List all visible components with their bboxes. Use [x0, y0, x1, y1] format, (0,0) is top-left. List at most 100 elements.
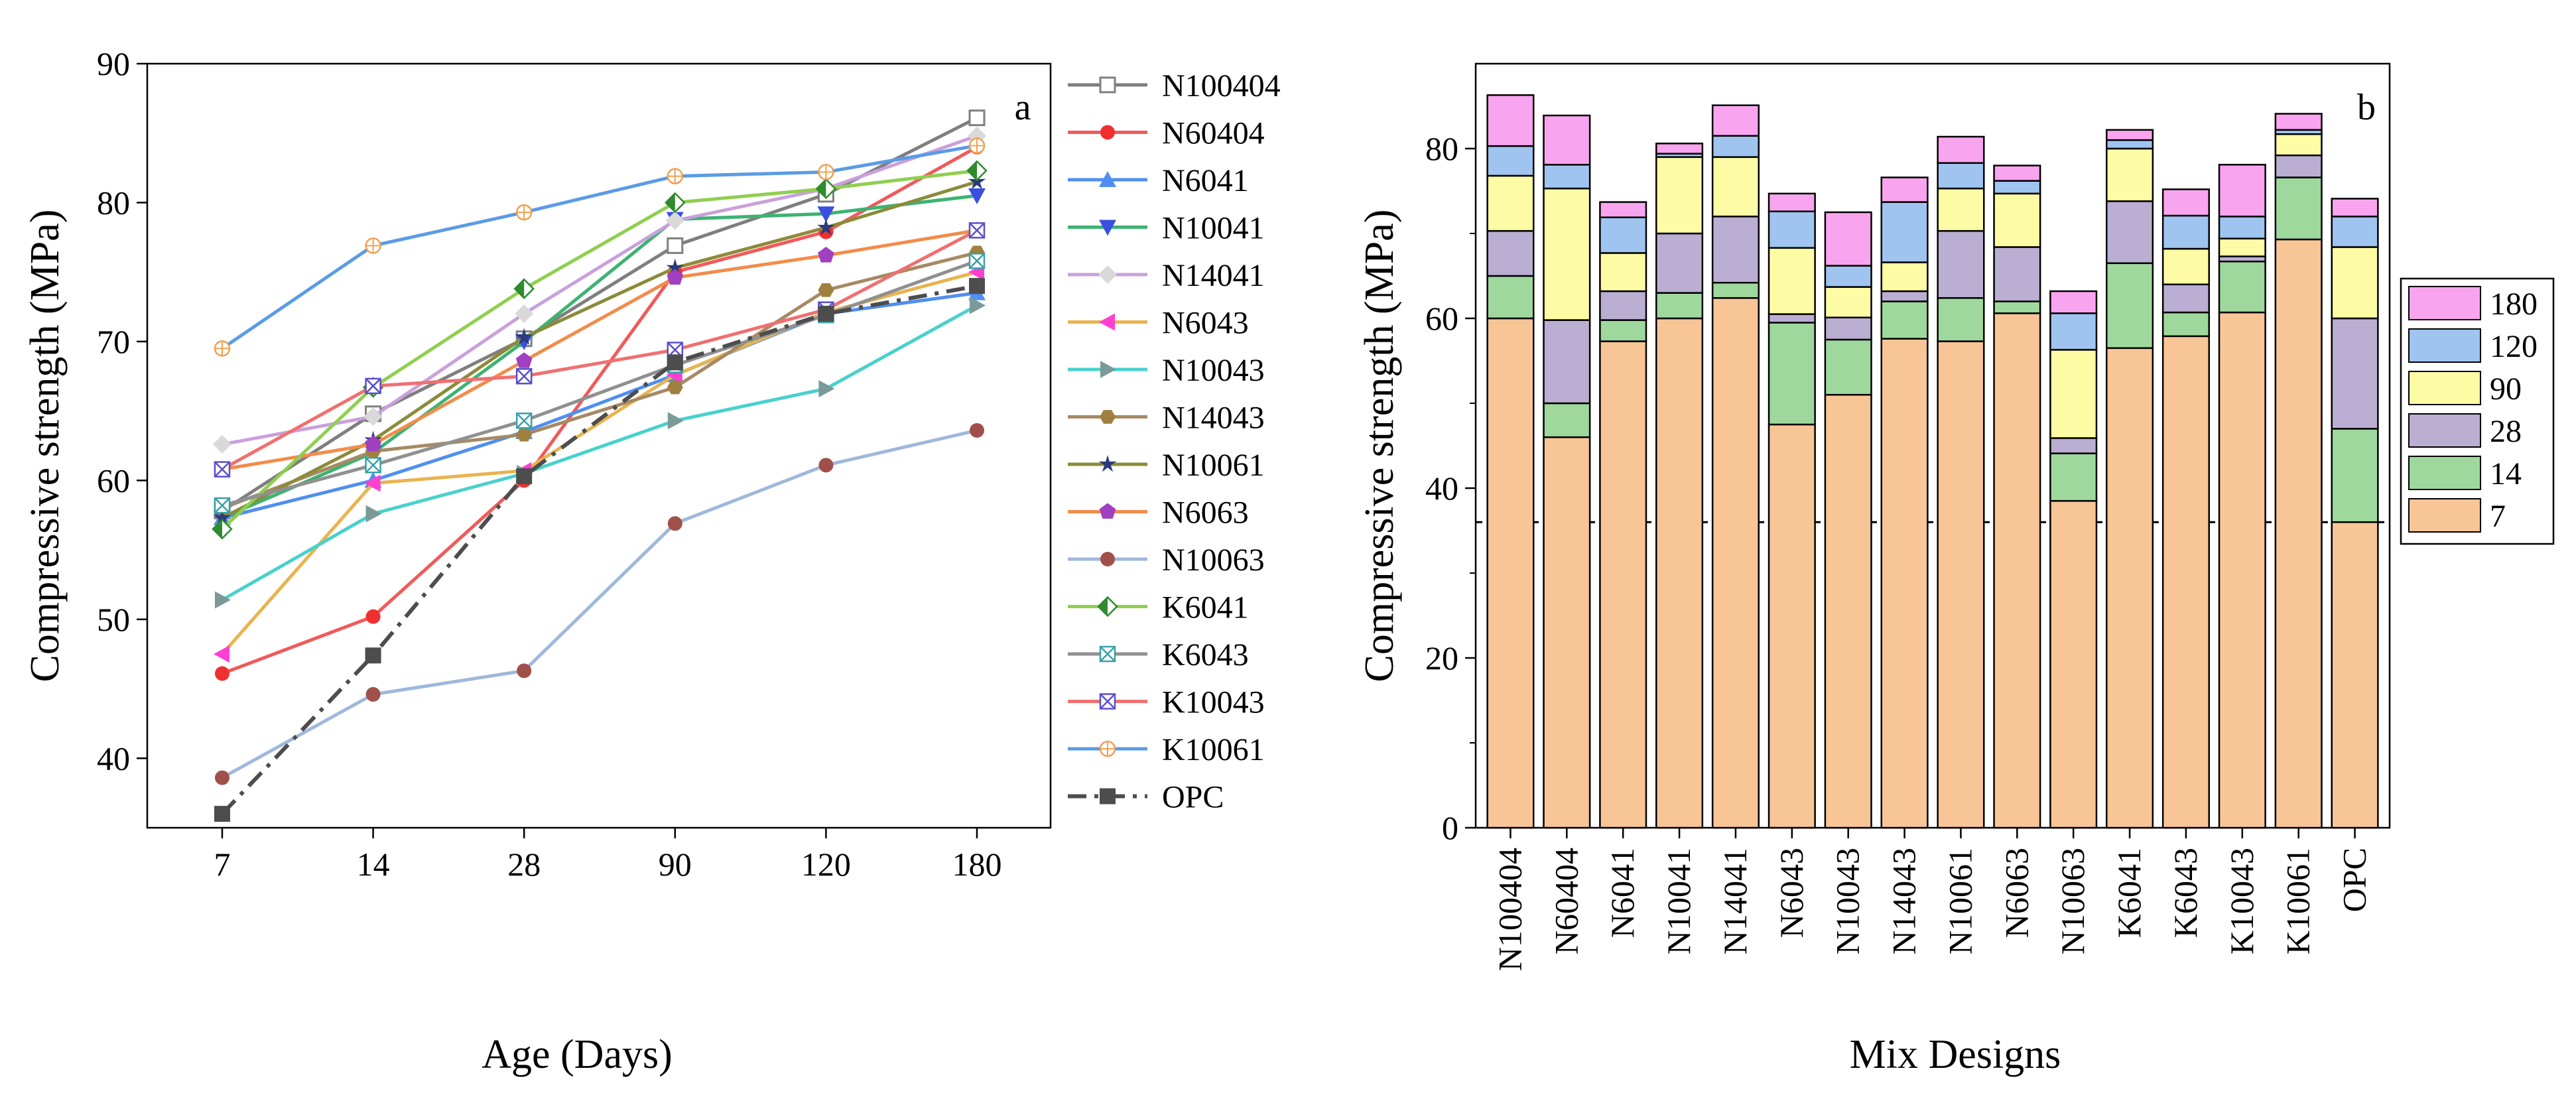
- bar-segment-k10061-28: [2274, 154, 2323, 178]
- bar-segment-n10061-7: [1937, 340, 1985, 829]
- legend-marker: [1100, 361, 1116, 378]
- x-tick-label-b: N10041: [1660, 848, 1697, 954]
- legend-marker: [1099, 313, 1115, 331]
- legend-item-k10061: K10061: [1068, 732, 1265, 767]
- x-axis-title-b: Mix Designs: [1850, 1032, 2061, 1077]
- point-n10063: [215, 770, 229, 785]
- point-n10041: [515, 334, 533, 350]
- x-tick-label-a: 180: [952, 846, 1002, 883]
- y-tick-label-a: 60: [97, 462, 130, 499]
- bar-stack-n10041: [1655, 143, 1704, 829]
- legend-label: 180: [2490, 287, 2538, 322]
- point-k6043: [365, 457, 381, 474]
- bar-segment-k6043-7: [2161, 335, 2210, 829]
- line-n10061: [221, 180, 978, 520]
- legend-swatch: [2408, 371, 2481, 405]
- bar-stack-n6043: [1768, 192, 1816, 829]
- bar-segment-n10063-120: [2049, 312, 2098, 351]
- bar-stack-n10061: [1937, 135, 1985, 829]
- bar-segment-n6041-28: [1599, 290, 1647, 321]
- y-axis-title-b: Compressive strength (MPa): [1357, 210, 1402, 682]
- bar-stack-n10063: [2049, 290, 2098, 829]
- point-n60404: [215, 666, 229, 681]
- bar-segment-n10061-28: [1937, 229, 1985, 299]
- legend-swatch: [2408, 498, 2481, 533]
- point-k10061: [214, 340, 231, 357]
- axes-b: 0 20 40 60 80 N100404 N60404 N6041 N10041 N14041 N…: [1425, 130, 2390, 971]
- point-opc: [667, 354, 683, 371]
- legend-label: N10061: [1162, 448, 1265, 483]
- bar-segment-n100404-90: [1486, 174, 1535, 232]
- legend-item-k6043: K6043: [1068, 637, 1249, 673]
- bar-segment-n10043-120: [1824, 265, 1872, 288]
- bar-segment-k6043-120: [2161, 214, 2210, 250]
- bar-segment-opc-14: [2331, 428, 2379, 523]
- point-k10043: [214, 461, 231, 478]
- bar-segment-n10041-28: [1655, 232, 1704, 294]
- bar-stack-n6041: [1599, 201, 1647, 829]
- bar-segment-n14041-28: [1711, 216, 1760, 284]
- x-tick-label-a: 90: [659, 846, 692, 883]
- x-tick-label-b: N14041: [1716, 848, 1754, 954]
- y-tick-label-b: 60: [1425, 300, 1458, 337]
- bar-segment-n60404-14: [1543, 402, 1591, 438]
- bar-segment-n10061-90: [1937, 187, 1985, 232]
- legend-item-k10043: K10043: [1068, 685, 1265, 720]
- legend-marker: [1100, 410, 1116, 424]
- point-n14041: [665, 211, 684, 230]
- bar-segment-n14043-180: [1880, 176, 1929, 203]
- bar-stack-k6041: [2106, 129, 2154, 829]
- legend-item-7: 7: [2408, 498, 2506, 534]
- legend-a: N100404 N60404 N6041 N10041 N14041 N6043 N1004…: [1068, 68, 1281, 815]
- bar-stack-opc: [2331, 198, 2379, 829]
- bar-segment-n6043-28: [1768, 313, 1816, 324]
- legend-label: N6043: [1162, 306, 1249, 341]
- bar-segment-n6041-14: [1599, 319, 1647, 342]
- legend-label: K10043: [1162, 685, 1265, 720]
- bar-segment-k6043-180: [2161, 188, 2210, 217]
- bar-segment-n14043-90: [1880, 261, 1929, 292]
- point-n100404: [968, 109, 986, 127]
- bar-segment-k6041-180: [2106, 129, 2154, 141]
- line-k10061: [221, 144, 978, 350]
- x-tick-label-a: 14: [357, 846, 390, 883]
- bar-segment-n10063-14: [2049, 452, 2098, 502]
- legend-label: N10041: [1162, 211, 1265, 246]
- x-tick-label-b: N6063: [1998, 848, 2035, 938]
- legend-marker: [1099, 693, 1116, 710]
- point-k10061: [667, 168, 684, 184]
- bar-stack-n100404: [1486, 94, 1535, 829]
- bar-segment-n60404-120: [1543, 164, 1591, 190]
- stacked-bar-panel-b: b Mix Designs Compressive strength (MPa)…: [1357, 62, 2555, 1077]
- point-n6063: [667, 269, 684, 285]
- bar-segment-opc-28: [2331, 317, 2379, 430]
- point-k6041: [665, 192, 686, 214]
- legend-item-n6063: N6063: [1068, 495, 1249, 531]
- line-n10043: [221, 304, 978, 602]
- legend-marker: [1100, 788, 1116, 805]
- legend-item-n10043: N10043: [1068, 353, 1265, 388]
- legend-item-180: 180: [2408, 286, 2538, 322]
- line-chart-panel-a: a Age (Days) Compressive strength (MPa) …: [23, 45, 1281, 1077]
- bar-segment-k6041-7: [2106, 347, 2154, 829]
- point-n6043: [214, 645, 229, 663]
- point-k6043: [214, 497, 231, 514]
- bar-segment-n10063-180: [2049, 290, 2098, 314]
- x-tick-label-b: K10061: [2280, 848, 2317, 954]
- bar-segment-n10061-120: [1937, 162, 1985, 190]
- bar-segment-n6041-180: [1599, 201, 1647, 218]
- bar-segment-n10063-7: [2049, 499, 2098, 829]
- line-n10041: [222, 194, 978, 520]
- bar-stack-k6043: [2161, 188, 2210, 829]
- line-k6043: [222, 259, 978, 507]
- point-k10061: [818, 164, 834, 180]
- point-n10043: [970, 296, 986, 314]
- bar-segment-n6041-7: [1599, 340, 1647, 829]
- legend-item-n10061: N10061: [1068, 448, 1265, 483]
- point-opc: [214, 806, 230, 822]
- bar-segment-n14041-120: [1711, 135, 1760, 159]
- bar-stack-n60404: [1543, 114, 1591, 829]
- legend-marker: [1099, 645, 1116, 663]
- bar-segment-n14043-7: [1880, 338, 1929, 829]
- panel-label-b: b: [2357, 87, 2376, 128]
